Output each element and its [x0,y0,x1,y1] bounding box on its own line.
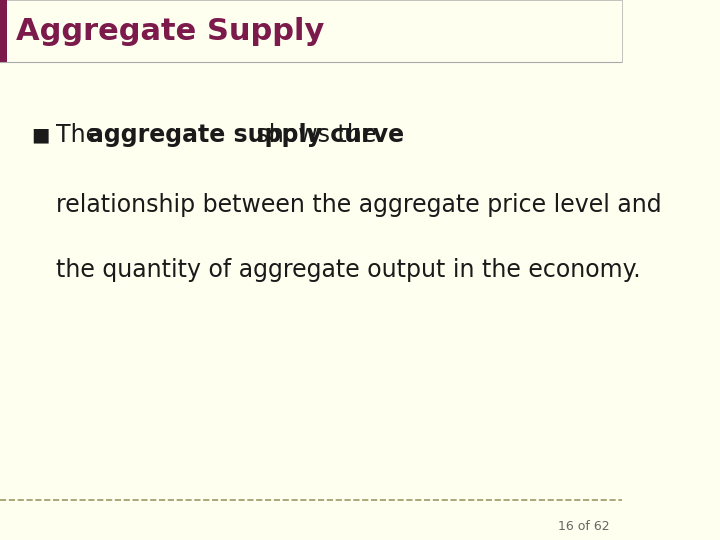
Text: shows the: shows the [249,123,377,147]
Text: relationship between the aggregate price level and: relationship between the aggregate price… [56,193,662,217]
Text: 16 of 62: 16 of 62 [558,520,610,533]
Text: The: The [56,123,107,147]
Text: Aggregate Supply: Aggregate Supply [16,17,324,45]
Text: aggregate supply curve: aggregate supply curve [89,123,405,147]
Text: ■: ■ [31,125,50,145]
FancyBboxPatch shape [0,0,7,62]
FancyBboxPatch shape [0,0,622,62]
Text: the quantity of aggregate output in the economy.: the quantity of aggregate output in the … [56,258,641,282]
